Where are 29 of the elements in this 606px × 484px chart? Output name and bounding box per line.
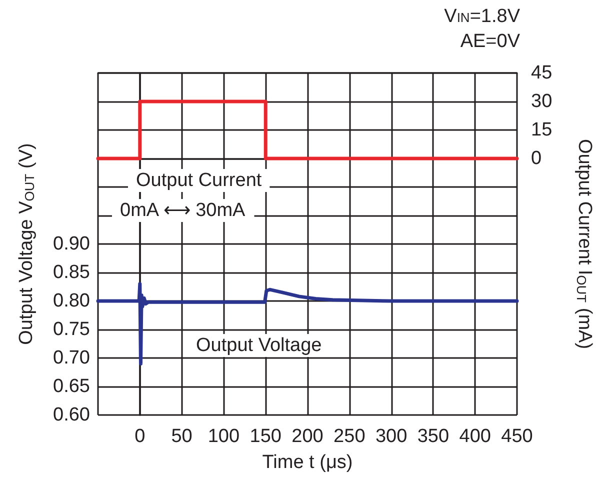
line-series [96, 282, 519, 366]
y2-tick-label: 15 [531, 120, 552, 140]
y-axis-title: Output Voltage VOUT (V) [16, 143, 37, 345]
x-tick-label: 200 [292, 426, 324, 447]
x-tick-label: 300 [375, 426, 408, 447]
y-tick-label: 0.60 [53, 404, 90, 426]
x-tick-label: 100 [208, 426, 240, 447]
x-tick-label: 450 [501, 426, 533, 447]
annotation: 0mA ⟷ 30mA [120, 200, 246, 221]
series-label: Output Current [136, 170, 262, 191]
x-tick-label: 150 [250, 426, 282, 447]
series-label: Output Voltage [196, 335, 322, 356]
x-tick-label: 250 [334, 426, 366, 447]
text: AE=0V [460, 31, 520, 54]
y-tick-label: 0.90 [53, 234, 90, 254]
y2-tick-label: 30 [531, 91, 552, 112]
y-tick-label: 0.85 [53, 262, 90, 283]
x-tick-label: 400 [459, 426, 491, 447]
y2-tick-label: 0 [531, 148, 542, 169]
y-tick-label: 0.70 [53, 348, 90, 368]
x-tick-label: 350 [417, 426, 450, 447]
y-tick-label: 0.65 [53, 376, 90, 397]
y2-tick-label: 45 [531, 62, 552, 84]
x-tick-label: 50 [171, 426, 192, 447]
y-tick-label: 0.80 [53, 290, 90, 312]
y-tick-label: 0.75 [53, 319, 90, 340]
x-axis-title: Time t (μs) [262, 452, 353, 473]
x-tick-label: 0 [134, 426, 146, 447]
y2-axis-title: Output Current IOUT (mA) [574, 138, 595, 350]
